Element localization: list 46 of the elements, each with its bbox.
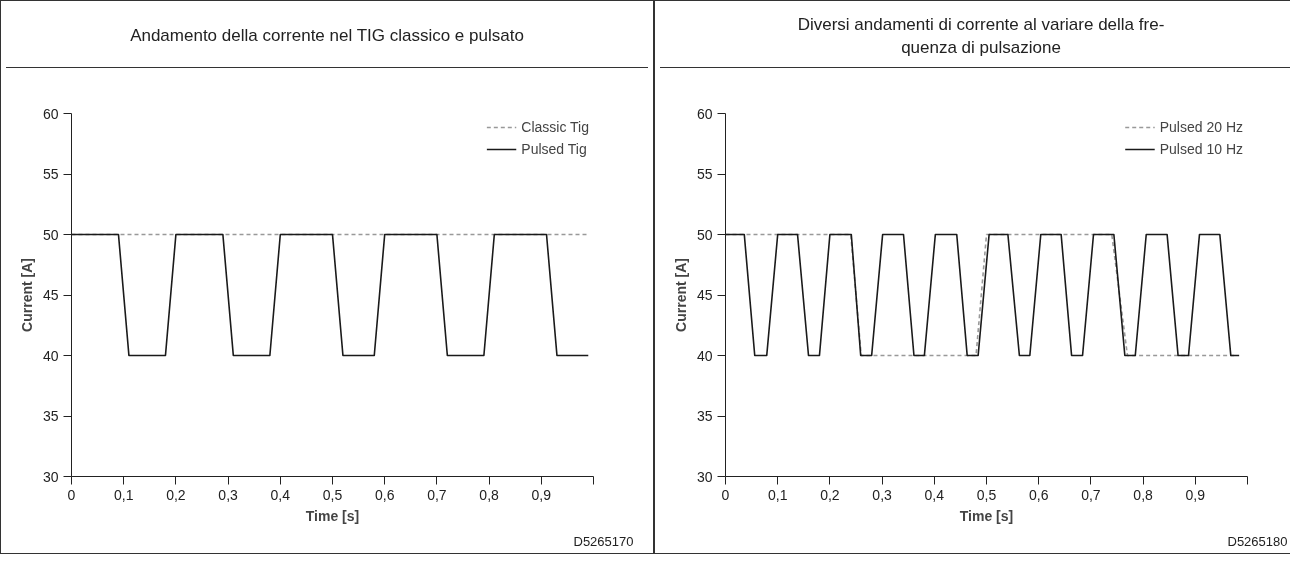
x-tick-label: 0,4 xyxy=(924,486,945,503)
y-tick-label: 40 xyxy=(696,347,713,364)
x-tick-label: 0,1 xyxy=(113,486,134,503)
x-tick-label: 0,6 xyxy=(374,486,395,503)
x-tick-label: 0,5 xyxy=(322,486,343,503)
x-tick-label: 0,9 xyxy=(1185,486,1206,503)
x-tick-label: 0,2 xyxy=(820,486,840,503)
y-tick-label: 55 xyxy=(42,166,59,182)
x-tick-label: 0,8 xyxy=(1133,486,1154,503)
y-tick-label: 45 xyxy=(696,287,713,303)
x-tick-label: 0,2 xyxy=(166,486,186,503)
y-tick-label: 55 xyxy=(696,166,713,182)
y-tick-label: 35 xyxy=(42,408,59,424)
legend-label: Pulsed 10 Hz xyxy=(1159,141,1243,157)
legend-label: Pulsed Tig xyxy=(521,141,587,157)
text: D5265180 xyxy=(1227,533,1288,549)
text: D5265170 xyxy=(573,533,634,549)
x-tick-label: 0,9 xyxy=(531,486,552,503)
x-tick-label: 0,3 xyxy=(872,486,893,503)
y-tick-label: 60 xyxy=(42,105,59,122)
y-tick-label: 45 xyxy=(42,287,59,303)
x-tick-label: 0,3 xyxy=(218,486,239,503)
x-tick-label: 0,7 xyxy=(427,486,447,503)
x-tick-label: 0,1 xyxy=(767,486,788,503)
x-axis-title: Time [s] xyxy=(959,507,1014,524)
y-axis-title: Current [A] xyxy=(18,258,35,332)
y-tick-label: 30 xyxy=(696,468,713,485)
y-tick-label: 60 xyxy=(696,105,713,122)
x-tick-label: 0,6 xyxy=(1028,486,1049,503)
y-tick-label: 30 xyxy=(42,468,59,485)
y-tick-label: 40 xyxy=(42,347,59,364)
y-tick-label: 35 xyxy=(696,408,713,424)
x-tick-label: 0 xyxy=(721,486,730,503)
legend-label: Pulsed 20 Hz xyxy=(1159,119,1243,135)
x-axis-title: Time [s] xyxy=(305,507,360,524)
x-tick-label: 0 xyxy=(67,486,76,503)
x-tick-label: 0,4 xyxy=(270,486,291,503)
y-axis-title: Current [A] xyxy=(672,258,689,332)
chart-title: Diversi andamenti di corrente al variare della fre- quenza di pulsazione xyxy=(797,13,1165,59)
chart-title: Andamento della corrente nel TIG classico e pulsato xyxy=(130,25,524,48)
x-tick-label: 0,5 xyxy=(976,486,997,503)
legend-label: Classic Tig xyxy=(521,119,589,135)
y-tick-label: 50 xyxy=(42,226,59,243)
y-tick-label: 50 xyxy=(696,226,713,243)
x-tick-label: 0,8 xyxy=(479,486,500,503)
x-tick-label: 0,7 xyxy=(1081,486,1101,503)
